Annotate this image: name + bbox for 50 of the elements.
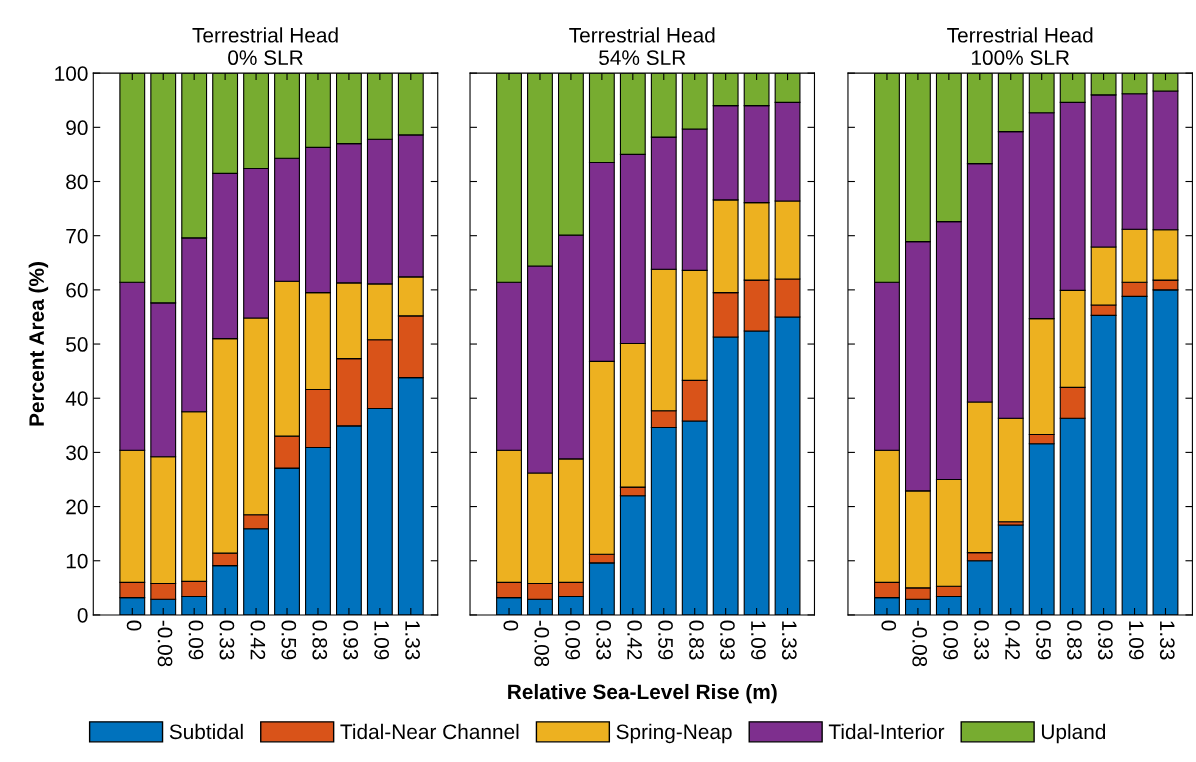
y-tick-label: 30: [66, 445, 88, 461]
x-tick-label: 0.33: [974, 620, 989, 660]
x-tick-label: 0: [126, 620, 142, 631]
x-tick-label: 0.09: [565, 620, 581, 660]
chart-title: Terrestrial Head 54% SLR: [569, 27, 715, 66]
x-tick-label: 0.83: [689, 620, 704, 660]
y-tick-label: 10: [66, 553, 88, 569]
x-tick-label: 0.33: [219, 620, 235, 660]
y-tick-label: 70: [66, 228, 88, 244]
x-tick-label: 0: [503, 620, 519, 631]
x-tick-label: 0.42: [250, 620, 266, 660]
chart-title: Terrestrial Head 0% SLR: [192, 27, 338, 66]
legend-label: Spring-Neap: [616, 723, 732, 744]
y-tick-label: 60: [66, 282, 88, 298]
chart-title: Terrestrial Head 100% SLR: [947, 27, 1093, 66]
y-tick-label: 90: [66, 120, 88, 136]
x-tick-label: -0.08: [912, 620, 928, 667]
x-tick-label: 0.33: [596, 620, 612, 660]
x-tick-label: 0.59: [658, 620, 673, 660]
x-tick-label: 0.59: [1036, 620, 1051, 660]
legend-label: Tidal-Near Channel: [340, 723, 519, 740]
x-tick-label: 1.33: [405, 621, 420, 660]
y-axis-title: Percent Area (%): [28, 262, 49, 426]
x-tick-label: 0.09: [188, 620, 204, 660]
x-tick-label: 1.09: [751, 621, 766, 660]
x-tick-label: 0.83: [312, 620, 328, 660]
x-tick-label: 1.09: [1128, 621, 1144, 660]
x-tick-label: 1.33: [1159, 621, 1175, 660]
x-tick-label: -0.08: [157, 620, 173, 667]
y-tick-label: 40: [65, 391, 88, 406]
legend-label: Upland: [1041, 723, 1106, 744]
x-tick-label: 1.33: [781, 621, 797, 660]
x-tick-label: 0.93: [720, 620, 735, 660]
x-tick-label: 0: [881, 620, 897, 631]
x-tick-label: 1.09: [374, 621, 390, 660]
x-tick-label: 0.83: [1067, 620, 1082, 660]
y-tick-label: 50: [66, 337, 88, 352]
y-tick-label: 20: [66, 499, 88, 515]
x-axis-title: Relative Sea-Level Rise (m): [508, 683, 777, 704]
x-tick-label: 0.42: [1005, 620, 1020, 660]
x-tick-label: 0.09: [943, 620, 959, 660]
x-tick-label: 0.59: [281, 620, 297, 660]
x-tick-label: -0.08: [534, 620, 550, 667]
x-tick-label: 0.93: [343, 620, 359, 660]
y-tick-label: 80: [66, 174, 88, 190]
x-tick-label: 0.93: [1098, 620, 1113, 660]
y-tick-label: 100: [55, 66, 88, 81]
x-tick-label: 0.42: [627, 620, 642, 660]
legend-label: Subtidal: [169, 723, 243, 740]
legend-label: Tidal-Interior: [828, 723, 945, 740]
